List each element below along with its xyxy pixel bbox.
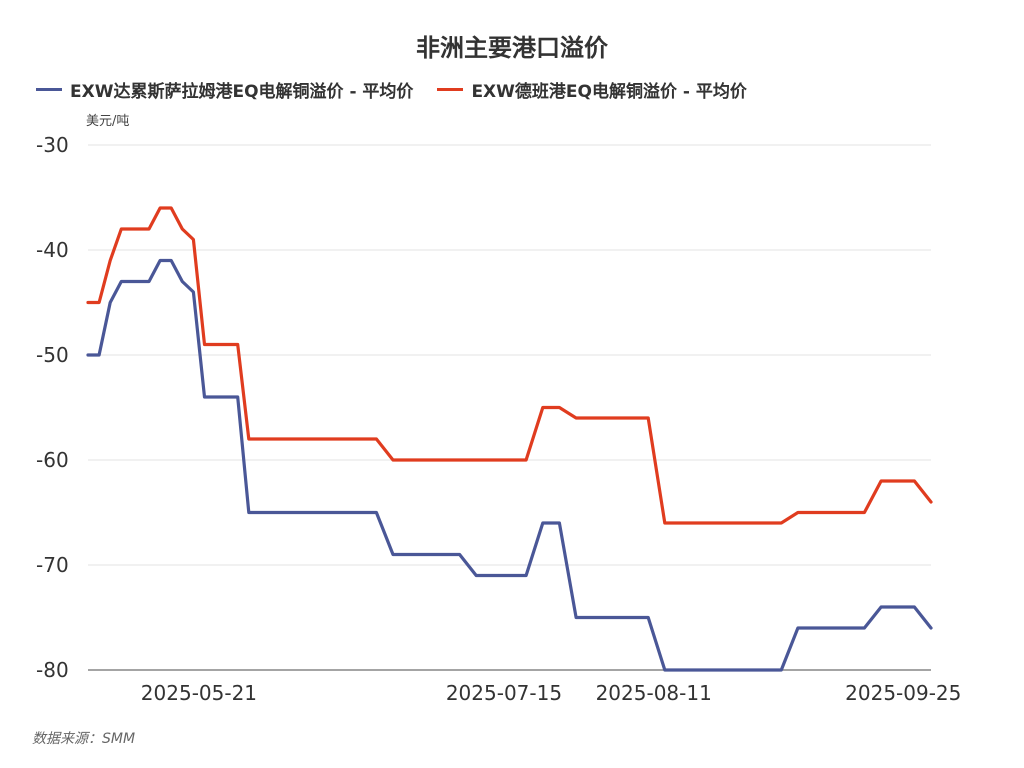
x-tick-label: 2025-07-15 bbox=[446, 681, 562, 705]
series-line-1 bbox=[86, 206, 933, 525]
legend-label-durban: EXW德班港EQ电解铜溢价 - 平均价 bbox=[471, 81, 747, 102]
y-tick-label: -30 bbox=[36, 133, 69, 157]
legend-label-dar-es-salaam: EXW达累斯萨拉姆港EQ电解铜溢价 - 平均价 bbox=[70, 81, 414, 102]
grid-layer bbox=[88, 144, 931, 566]
y-tick-label: -80 bbox=[36, 658, 69, 682]
legend-swatch-dar-es-salaam bbox=[36, 87, 62, 91]
x-tick-label: 2025-09-25 bbox=[845, 681, 961, 705]
axis-layer: -30 -40 -50 -60 -70 -80 2025-05-21 2025-07-15 20… bbox=[36, 133, 961, 705]
legend: EXW达累斯萨拉姆港EQ电解铜溢价 - 平均价 EXW德班港EQ电解铜溢价 - … bbox=[36, 76, 771, 102]
series-line-0 bbox=[86, 258, 933, 672]
series-layer bbox=[86, 206, 933, 672]
y-tick-label: -70 bbox=[36, 553, 69, 577]
legend-swatch-durban bbox=[437, 87, 464, 91]
x-tick-label: 2025-05-21 bbox=[141, 681, 257, 705]
y-tick-label: -40 bbox=[36, 238, 69, 262]
x-tick-label: 2025-08-11 bbox=[596, 681, 712, 705]
y-tick-label: -60 bbox=[36, 448, 69, 472]
source-note: 数据来源：SMM bbox=[32, 731, 136, 747]
legend-item-durban[interactable]: EXW德班港EQ电解铜溢价 - 平均价 bbox=[437, 77, 747, 102]
legend-item-dar-es-salaam[interactable]: EXW达累斯萨拉姆港EQ电解铜溢价 - 平均价 bbox=[36, 77, 413, 102]
chart-title: 非洲主要港口溢价 bbox=[416, 34, 608, 62]
y-axis-unit-label: 美元/吨 bbox=[86, 114, 130, 129]
y-tick-label: -50 bbox=[36, 343, 69, 367]
